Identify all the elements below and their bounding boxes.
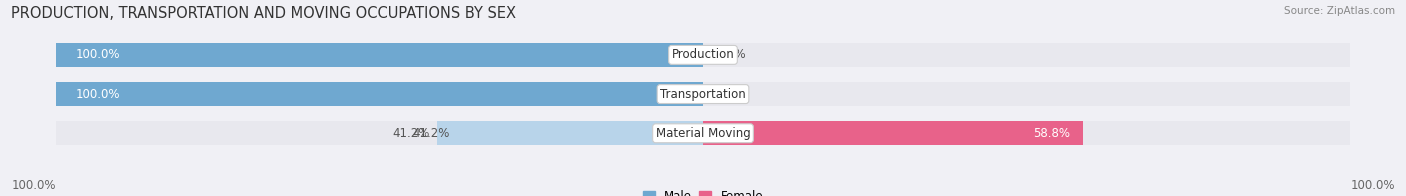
Text: 0.0%: 0.0% bbox=[716, 88, 745, 101]
Text: 100.0%: 100.0% bbox=[11, 179, 56, 192]
Text: 58.8%: 58.8% bbox=[1033, 127, 1070, 140]
Bar bbox=[56, 82, 1350, 106]
Bar bbox=[703, 121, 1083, 145]
Text: PRODUCTION, TRANSPORTATION AND MOVING OCCUPATIONS BY SEX: PRODUCTION, TRANSPORTATION AND MOVING OC… bbox=[11, 6, 516, 21]
Bar bbox=[436, 121, 703, 145]
Bar bbox=[56, 121, 1350, 145]
Text: 100.0%: 100.0% bbox=[1350, 179, 1395, 192]
Text: 0.0%: 0.0% bbox=[716, 48, 745, 61]
Text: Source: ZipAtlas.com: Source: ZipAtlas.com bbox=[1284, 6, 1395, 16]
Text: Transportation: Transportation bbox=[661, 88, 745, 101]
Text: 100.0%: 100.0% bbox=[76, 88, 120, 101]
Bar bbox=[56, 43, 1350, 67]
Bar bbox=[56, 82, 703, 106]
Text: Material Moving: Material Moving bbox=[655, 127, 751, 140]
Text: 100.0%: 100.0% bbox=[76, 48, 120, 61]
Text: 41.2%: 41.2% bbox=[392, 127, 430, 140]
Text: Production: Production bbox=[672, 48, 734, 61]
Legend: Male, Female: Male, Female bbox=[638, 186, 768, 196]
Text: 41.2%: 41.2% bbox=[412, 127, 450, 140]
Bar bbox=[56, 43, 703, 67]
